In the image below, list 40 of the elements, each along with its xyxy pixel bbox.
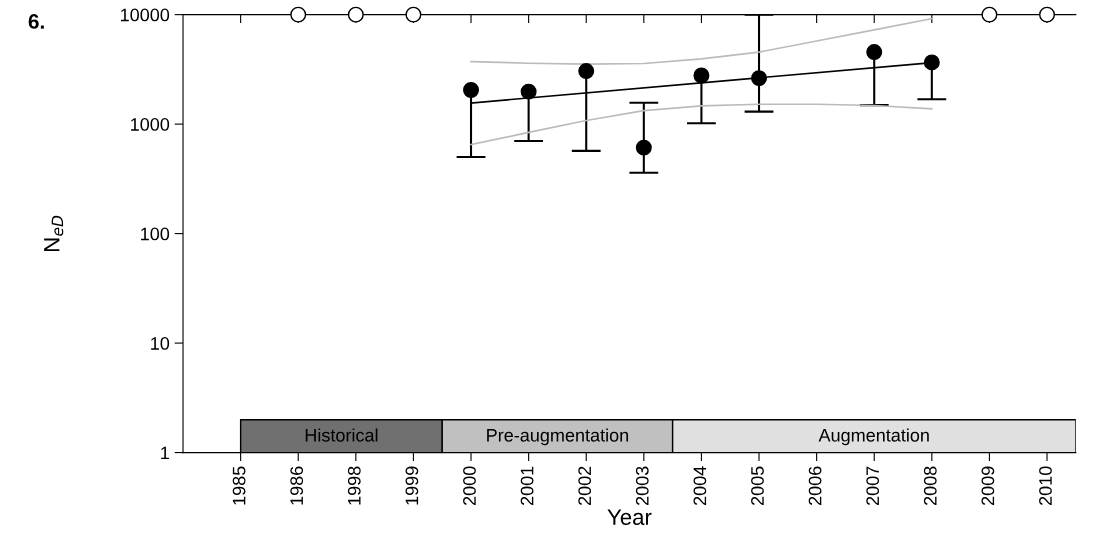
band-label: Historical: [305, 428, 378, 442]
x-tick-label: 1986: [290, 466, 304, 505]
point: [693, 67, 710, 84]
band-label: Augmentation: [818, 428, 929, 446]
line-series: [470, 103, 933, 146]
y-tick-label: 10: [151, 337, 170, 350]
x-tick-label: 2007: [866, 466, 880, 506]
point: [347, 6, 364, 23]
x-tick-label: 1998: [347, 466, 361, 505]
x-tick-label: 2000: [463, 466, 476, 506]
point: [866, 44, 883, 61]
x-tick-label: 2010: [1039, 466, 1052, 506]
point: [463, 82, 480, 98]
chart-title: 6.: [28, 14, 44, 29]
point: [578, 63, 595, 80]
y-tick-label: 1: [161, 446, 169, 460]
point: [520, 83, 537, 100]
y-tick-label: 10000: [121, 8, 170, 22]
x-tick-label: 2002: [578, 466, 592, 506]
point: [635, 139, 652, 156]
band-label: Pre-augmentation: [487, 428, 629, 446]
x-tick-label: 2006: [808, 466, 822, 506]
x-axis-title: Year: [607, 509, 652, 526]
x-tick-label: 2008: [923, 466, 937, 506]
y-tick-label: 1000: [131, 118, 170, 131]
point: [1039, 6, 1056, 23]
x-tick-label: 1985: [232, 466, 246, 505]
y-axis-title: N$_{eD}$: [44, 215, 64, 251]
point: [981, 6, 998, 23]
x-tick-label: 2009: [981, 466, 995, 506]
point: [751, 70, 768, 87]
point: [405, 6, 422, 23]
point: [290, 6, 307, 23]
y-tick-label: 100: [141, 227, 170, 241]
point: [923, 54, 940, 71]
x-tick-label: 2005: [751, 466, 764, 506]
x-tick-label: 2001: [520, 466, 534, 506]
x-tick-label: 1999: [405, 466, 419, 505]
x-tick-label: 2004: [693, 466, 707, 506]
x-tick-label: 2003: [635, 466, 649, 506]
